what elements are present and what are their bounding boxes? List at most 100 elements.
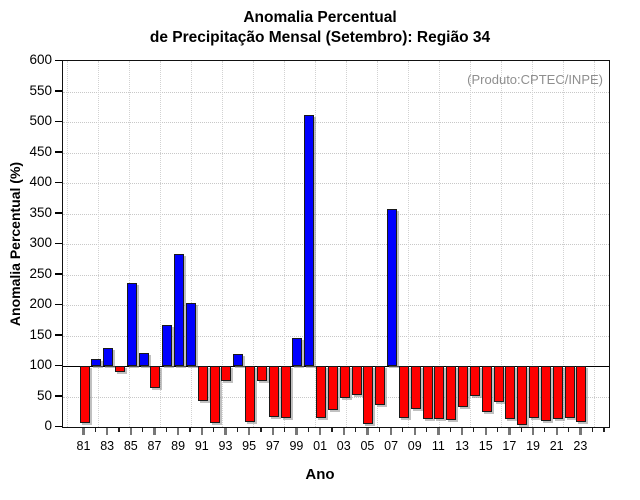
x-tick	[142, 428, 144, 432]
producer-annotation: (Produto:CPTEC/INPE)	[467, 72, 603, 87]
bar-2003	[339, 366, 350, 399]
gridline-h-350	[63, 213, 609, 215]
x-tick-label-17: 17	[502, 439, 517, 453]
x-tick-label-81: 81	[76, 439, 91, 453]
bar-2005	[363, 366, 374, 424]
x-tick	[165, 428, 167, 432]
x-tick	[224, 428, 227, 435]
bar-1989	[174, 254, 185, 366]
gridline-h-450	[63, 152, 609, 154]
gridline-v	[222, 61, 224, 427]
y-tick-label-250: 250	[29, 265, 52, 281]
x-tick-label-89: 89	[171, 439, 186, 453]
bar-1982	[91, 358, 102, 366]
x-tick	[579, 428, 582, 435]
bar-2001	[316, 366, 327, 419]
x-tick	[437, 428, 440, 435]
y-tick-150	[55, 334, 62, 336]
bar-1981	[79, 366, 90, 423]
x-tick	[318, 428, 322, 435]
x-tick	[213, 428, 215, 432]
y-tick-label-0: 0	[44, 418, 52, 433]
x-tick-label-19: 19	[526, 439, 540, 453]
y-tick-50	[55, 395, 62, 397]
bar-1987	[150, 366, 161, 388]
x-tick	[366, 428, 369, 435]
x-tick	[82, 428, 85, 435]
x-tick	[307, 428, 309, 432]
x-tick	[591, 428, 593, 432]
gridline-v	[98, 61, 100, 427]
x-tick	[449, 428, 451, 432]
x-tick	[389, 428, 393, 435]
gridline-h-550	[63, 91, 609, 93]
x-tick-label-11: 11	[431, 439, 445, 453]
x-tick	[295, 428, 298, 435]
bar-2011	[434, 366, 445, 420]
y-tick-label-450: 450	[29, 143, 52, 159]
x-tick-label-23: 23	[573, 439, 588, 453]
x-tick	[176, 428, 180, 435]
x-tick-label-21: 21	[549, 439, 564, 453]
x-tick	[200, 428, 203, 435]
gridline-h-500	[63, 122, 609, 123]
bar-2013	[458, 366, 469, 407]
y-tick-600	[55, 59, 62, 61]
x-axis-title: Ano	[305, 466, 335, 483]
gridline-v	[315, 61, 317, 427]
x-tick	[555, 428, 558, 435]
gridline-v	[563, 61, 565, 427]
y-tick-400	[55, 181, 62, 183]
bar-2009	[410, 366, 421, 410]
x-tick	[413, 428, 416, 435]
bar-2015	[481, 366, 492, 412]
bar-2010	[422, 366, 433, 420]
bar-1988	[162, 324, 173, 366]
y-tick-200	[55, 303, 62, 305]
bar-1986	[138, 352, 149, 366]
x-tick-label-87: 87	[147, 439, 162, 453]
bar-2012	[446, 366, 457, 421]
x-tick	[473, 428, 475, 432]
gridline-v	[67, 61, 69, 427]
gridline-h-250	[63, 274, 609, 276]
gridline-v	[594, 61, 596, 427]
gridline-v	[501, 61, 503, 427]
bar-1992	[209, 366, 220, 423]
bar-2017	[505, 366, 516, 420]
x-tick	[402, 428, 404, 432]
x-tick	[460, 428, 464, 435]
bar-1996	[256, 366, 267, 381]
bar-1999	[292, 337, 303, 366]
gridline-v	[532, 61, 534, 427]
bar-1993	[221, 366, 232, 382]
x-tick-label-05: 05	[360, 439, 375, 453]
x-tick-label-13: 13	[455, 439, 469, 453]
x-tick-label-15: 15	[478, 439, 493, 453]
gridline-v	[377, 61, 379, 427]
y-tick-label-150: 150	[29, 326, 52, 342]
gridline-v	[439, 61, 441, 427]
x-tick-label-03: 03	[336, 439, 351, 453]
x-tick-label-93: 93	[218, 439, 233, 453]
bar-2016	[493, 366, 504, 402]
x-tick	[94, 428, 96, 432]
x-tick	[508, 428, 511, 435]
x-tick-label-07: 07	[384, 439, 399, 453]
y-tick-500	[55, 120, 62, 122]
x-tick-label-97: 97	[265, 439, 280, 453]
x-tick	[153, 428, 156, 435]
y-tick-label-100: 100	[29, 357, 52, 372]
y-tick-350	[55, 212, 62, 214]
y-tick-250	[55, 273, 62, 275]
x-tick-label-83: 83	[100, 439, 115, 453]
x-tick	[520, 428, 522, 432]
bar-1991	[197, 366, 208, 401]
x-tick	[129, 428, 132, 435]
bar-2007	[387, 208, 398, 366]
y-tick-label-550: 550	[29, 82, 52, 98]
bar-2020	[540, 366, 551, 421]
bar-2021	[552, 366, 563, 420]
x-tick-label-95: 95	[242, 439, 257, 453]
